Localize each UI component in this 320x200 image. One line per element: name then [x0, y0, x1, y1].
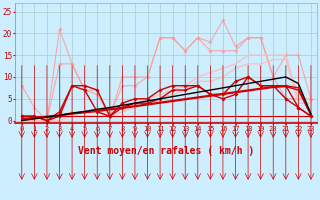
X-axis label: Vent moyen/en rafales ( km/h ): Vent moyen/en rafales ( km/h )	[78, 146, 254, 156]
